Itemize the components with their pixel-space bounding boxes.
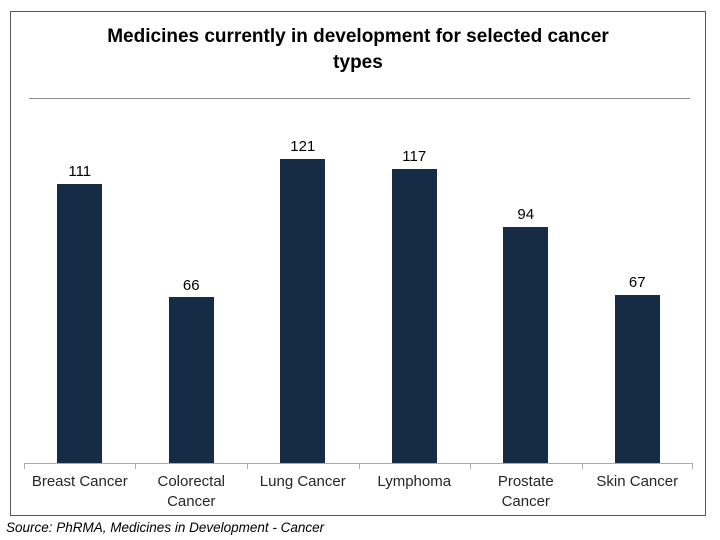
value-label: 111 <box>68 163 92 181</box>
bar <box>57 183 103 463</box>
axis-tick <box>358 464 360 469</box>
value-label: 117 <box>402 148 427 166</box>
value-label: 67 <box>628 274 646 292</box>
bar <box>280 158 326 463</box>
category-label: Skin Cancer <box>596 473 679 490</box>
axis-tick <box>24 464 25 469</box>
chart-title: Medicines currently in development for s… <box>107 26 609 74</box>
category-label: Prostate Cancer <box>497 473 554 510</box>
bar <box>168 297 214 463</box>
bar-column: 67 <box>582 111 694 463</box>
value-label: 66 <box>182 276 200 294</box>
bar-column: 117 <box>359 111 471 463</box>
bar-column: 111 <box>24 111 136 463</box>
bar <box>614 294 660 463</box>
bar-column: 94 <box>470 111 582 463</box>
bar-column: 66 <box>136 111 248 463</box>
category-label: Lung Cancer <box>259 473 346 490</box>
axis-tick <box>581 464 583 469</box>
axis-tick <box>692 464 693 469</box>
axis-tick <box>246 464 248 469</box>
category-label: Lymphoma <box>377 473 452 490</box>
category-label: Breast Cancer <box>31 473 128 490</box>
title-divider <box>29 98 690 99</box>
plot-area: 111 66 121 117 94 67 <box>24 111 693 464</box>
source-note: Source: PhRMA, Medicines in Development … <box>6 520 325 535</box>
axis-ticks <box>24 464 693 469</box>
axis-tick <box>135 464 137 469</box>
category-labels: Breast Cancer Colorectal Cancer Lung Cance… <box>24 472 693 511</box>
chart-box: Medicines currently in development for s… <box>10 11 706 516</box>
value-label: 94 <box>517 206 535 224</box>
bar <box>391 168 437 463</box>
bar <box>503 226 549 463</box>
category-label: Colorectal Cancer <box>157 473 226 510</box>
value-label: 121 <box>290 138 316 156</box>
bar-column: 121 <box>247 111 359 463</box>
axis-tick <box>469 464 471 469</box>
